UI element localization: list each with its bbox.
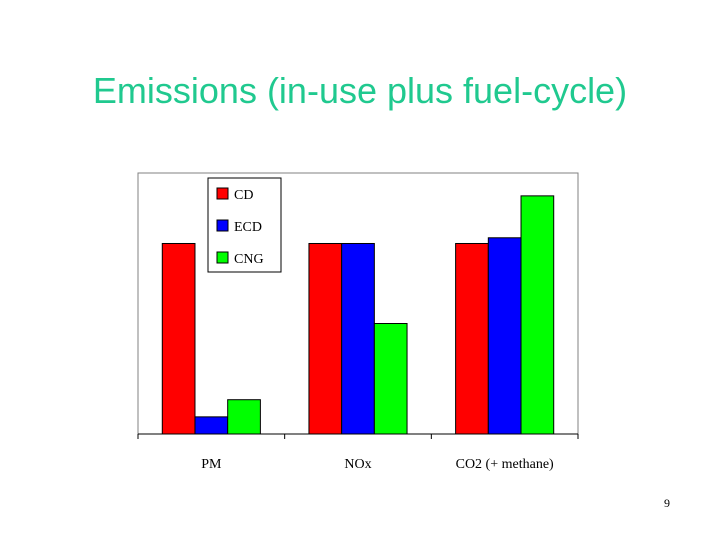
- legend-label-ecd: ECD: [234, 220, 262, 235]
- bar-cd-1: [308, 242, 343, 435]
- legend-swatch-cng: [216, 251, 229, 264]
- bar-cng-1: [373, 323, 408, 435]
- legend-label-cd: CD: [234, 188, 253, 203]
- bar-cd-2: [455, 242, 489, 435]
- bar-ecd-2: [487, 237, 522, 435]
- x-tick-label: CO2 (+ methane): [456, 457, 554, 472]
- bar-cng-0: [227, 399, 261, 435]
- bar-cd-0: [161, 242, 196, 435]
- bar-ecd-1: [341, 242, 375, 435]
- legend-label-cng: CNG: [234, 252, 264, 267]
- page-number: 9: [664, 496, 670, 510]
- bar-ecd-0: [194, 416, 229, 435]
- x-tick-label: PM: [201, 457, 222, 472]
- legend-swatch-ecd: [216, 219, 229, 232]
- slide-title: Emissions (in-use plus fuel-cycle): [92, 70, 628, 111]
- bar-cng-2: [520, 195, 555, 435]
- legend-swatch-cd: [216, 187, 229, 200]
- x-tick-label: NOx: [344, 457, 371, 472]
